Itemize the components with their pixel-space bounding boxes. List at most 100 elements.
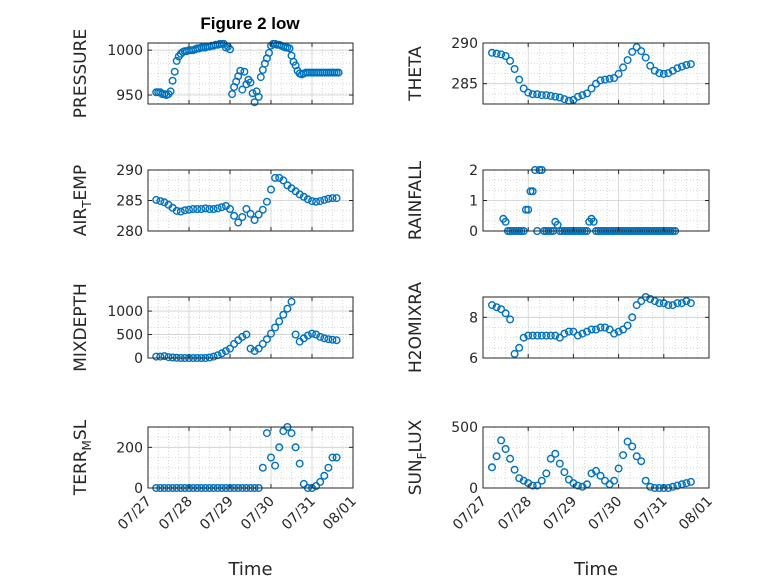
y-axis-label: THETA	[406, 46, 426, 102]
data-point	[279, 427, 288, 436]
data-point	[324, 463, 333, 472]
data-point	[164, 353, 173, 362]
data-point	[528, 90, 537, 99]
data-point	[528, 331, 537, 340]
data-point	[537, 476, 546, 485]
data-point	[213, 204, 222, 213]
grid	[147, 296, 354, 359]
y-tick-label: 500	[451, 420, 478, 436]
data-point	[275, 443, 284, 452]
data-point	[312, 197, 321, 206]
subplot-5: 0 500 1000 MIXDEPTH	[71, 283, 354, 372]
data-point	[546, 91, 555, 100]
y-axis-label: PRESSURE	[71, 29, 91, 118]
data-point	[519, 333, 528, 342]
data-point	[673, 64, 682, 73]
data-point	[641, 476, 650, 485]
data-point	[238, 332, 247, 341]
data-point	[152, 352, 161, 361]
data-point	[250, 215, 259, 224]
data-point	[686, 477, 695, 486]
data-point	[291, 443, 300, 452]
data-point	[646, 61, 655, 70]
y-axis-label: RAINFALL	[406, 160, 426, 240]
data-point	[637, 47, 646, 56]
data-point	[308, 197, 317, 206]
data-point	[686, 60, 695, 69]
data-point	[542, 91, 551, 100]
data-point	[201, 204, 210, 213]
data-point	[287, 297, 296, 306]
data-point	[176, 207, 185, 216]
data-point	[170, 67, 179, 76]
data-point	[299, 479, 308, 488]
data-point	[551, 449, 560, 458]
data-point	[250, 98, 259, 107]
data-point	[519, 476, 528, 485]
data-point	[320, 334, 329, 343]
data-point	[271, 323, 280, 332]
x-tick-label: 07/28	[495, 494, 535, 534]
data-point	[316, 197, 325, 206]
data-point	[655, 299, 664, 308]
y-axis-label: AIRTEMP	[71, 165, 94, 236]
data-point	[225, 344, 234, 353]
data-point	[551, 92, 560, 101]
data-point	[628, 442, 637, 451]
data-point	[614, 327, 623, 336]
data-point	[569, 327, 578, 336]
data-point	[238, 85, 247, 94]
data-point	[592, 325, 601, 334]
data-point	[497, 50, 506, 59]
subplot-3: 280 285 290 AIRTEMP	[71, 163, 354, 240]
data-point	[521, 205, 530, 214]
data-point	[312, 482, 321, 491]
data-point	[524, 331, 533, 340]
data-point	[228, 90, 237, 99]
data-point	[209, 204, 218, 213]
data-point	[537, 331, 546, 340]
grid	[482, 426, 710, 489]
series-markers	[152, 297, 341, 363]
data-point	[632, 43, 641, 52]
x-tick-label: 07/29	[540, 494, 580, 534]
data-point	[650, 66, 659, 75]
y-tick-label: 8	[469, 310, 478, 326]
data-point	[283, 304, 292, 313]
y-tick-label: 500	[116, 328, 143, 344]
data-point	[659, 69, 668, 78]
data-point	[668, 301, 677, 310]
data-point	[334, 68, 343, 77]
data-point	[610, 329, 619, 338]
data-point	[332, 336, 341, 345]
data-point	[217, 349, 226, 358]
y-axis-label: MIXDEPTH	[71, 283, 91, 372]
data-point	[271, 173, 280, 182]
x-tick-label: 07/29	[197, 494, 237, 534]
data-point	[248, 89, 257, 98]
data-point	[267, 185, 276, 194]
data-point	[312, 330, 321, 339]
y-tick-label: 290	[451, 36, 478, 52]
data-point	[234, 218, 243, 227]
data-point	[501, 52, 510, 61]
data-point	[197, 204, 206, 213]
subplot-2: 285 290 THETA	[406, 36, 710, 105]
data-point	[492, 49, 501, 58]
data-point	[242, 204, 251, 213]
y-tick-label: 0	[134, 481, 143, 497]
data-point	[172, 56, 181, 65]
axes-box	[147, 296, 354, 359]
data-point	[668, 482, 677, 491]
data-point	[324, 194, 333, 203]
data-point	[682, 61, 691, 70]
x-tick-label: 07/28	[156, 494, 196, 534]
data-point	[601, 323, 610, 332]
subplot-4: 0 1 2 RAINFALL	[406, 160, 710, 240]
data-point	[156, 197, 165, 206]
data-point	[641, 53, 650, 62]
data-point	[230, 211, 239, 220]
data-point	[542, 469, 551, 478]
data-point	[221, 347, 230, 356]
data-point	[152, 195, 161, 204]
